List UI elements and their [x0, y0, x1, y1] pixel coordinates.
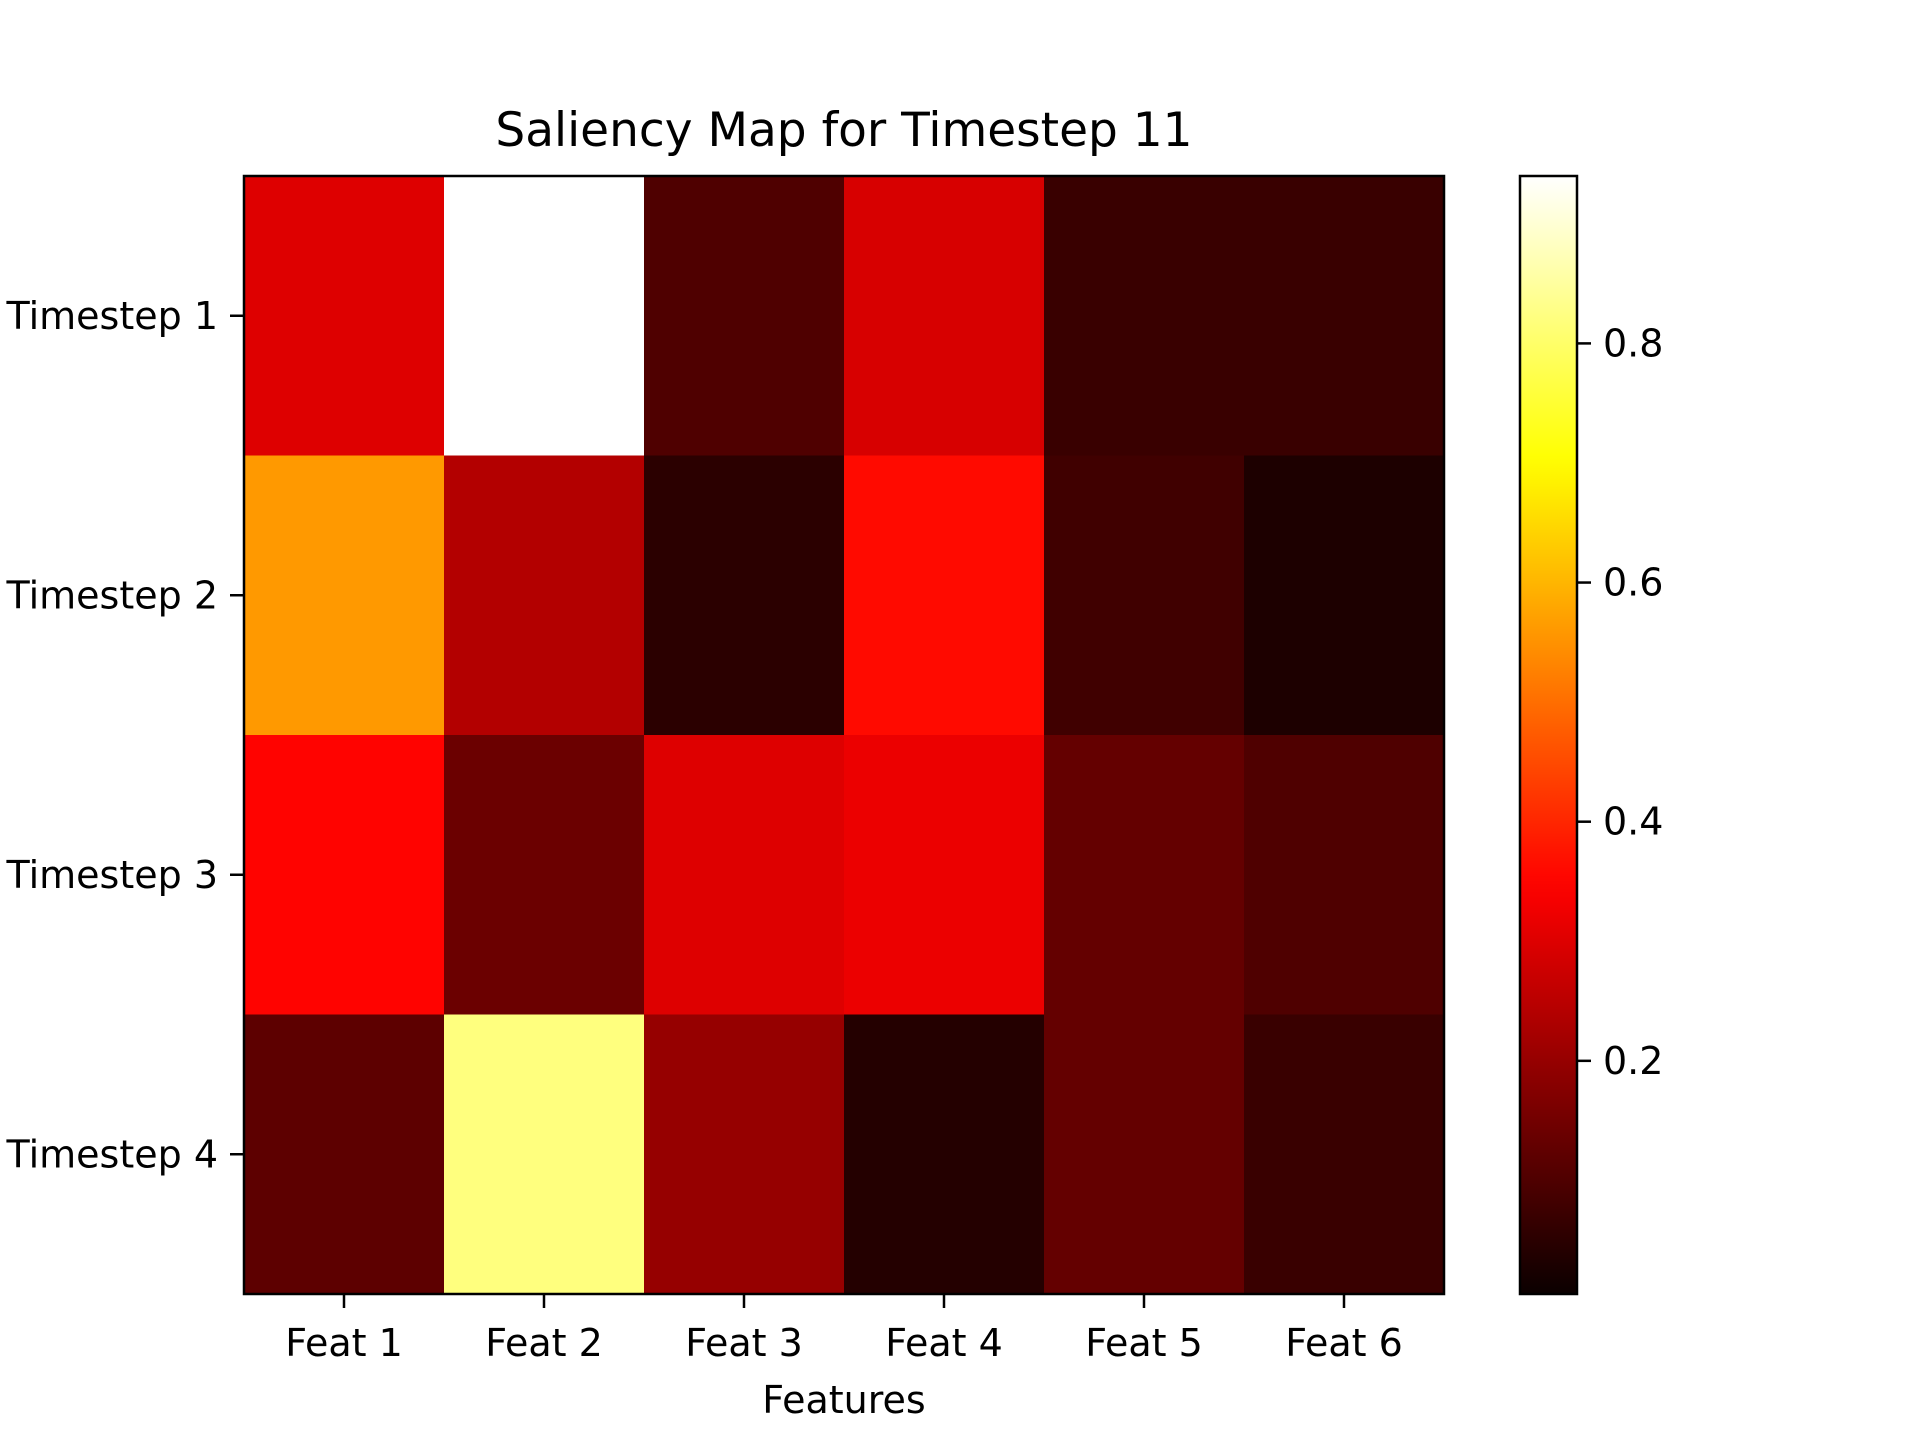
y-tick-label: Timestep 2	[6, 573, 218, 617]
y-tick-label: Timestep 1	[6, 294, 218, 338]
colorbar-tick-label: 0.6	[1603, 561, 1663, 605]
heatmap-cell	[1044, 735, 1245, 1016]
heatmap-cell	[1044, 455, 1245, 736]
heatmap-cell	[244, 1014, 445, 1295]
heatmap-cell	[244, 455, 445, 736]
y-tick-label: Timestep 4	[6, 1132, 218, 1176]
plot-frame	[242, 174, 1446, 1296]
x-tick-label: Feat 3	[685, 1321, 803, 1365]
x-tick-label: Feat 6	[1285, 1321, 1403, 1365]
heatmap-cell	[844, 455, 1045, 736]
heatmap-cell	[444, 1014, 645, 1295]
heatmap-cell	[644, 455, 845, 736]
heatmap-cell	[1244, 455, 1445, 736]
heatmap-cells	[244, 176, 1445, 1295]
heatmap-cell	[1044, 1014, 1245, 1295]
heatmap-cell	[844, 735, 1045, 1016]
chart-title: Saliency Map for Timestep 11	[495, 103, 1192, 158]
heatmap-cell	[644, 735, 845, 1016]
heatmap-cell	[1244, 176, 1445, 457]
y-axis-ticks: Timestep 1 Timestep 2 Timestep 3 Timestep 4	[6, 294, 244, 1176]
heatmap-cell	[644, 176, 845, 457]
heatmap-cell	[444, 455, 645, 736]
x-axis-label: Features	[762, 1378, 925, 1422]
heatmap-cell	[1244, 735, 1445, 1016]
heatmap-cell	[644, 1014, 845, 1295]
colorbar-tick-label: 0.8	[1603, 321, 1663, 365]
colorbar-gradient	[1520, 176, 1577, 1294]
x-tick-label: Feat 2	[485, 1321, 603, 1365]
heatmap-cell	[844, 176, 1045, 457]
heatmap-cell	[1244, 1014, 1445, 1295]
heatmap-cell	[444, 735, 645, 1016]
x-tick-label: Feat 4	[885, 1321, 1003, 1365]
heatmap-cell	[444, 176, 645, 457]
colorbar-tick-label: 0.4	[1603, 800, 1663, 844]
heatmap-cell	[1044, 176, 1245, 457]
y-tick-label: Timestep 3	[6, 853, 218, 897]
colorbar-tick-label: 0.2	[1603, 1039, 1663, 1083]
x-tick-label: Feat 1	[285, 1321, 403, 1365]
heatmap-cell	[244, 735, 445, 1016]
x-axis-ticks: Feat 1 Feat 2 Feat 3 Feat 4 Feat 5 Feat 6	[285, 1294, 1403, 1365]
x-tick-label: Feat 5	[1085, 1321, 1203, 1365]
heatmap-cell	[244, 176, 445, 457]
colorbar-frame	[1518, 174, 1579, 1296]
colorbar-ticks: 0.2 0.4 0.6 0.8	[1577, 321, 1663, 1083]
heatmap-cell	[844, 1014, 1045, 1295]
